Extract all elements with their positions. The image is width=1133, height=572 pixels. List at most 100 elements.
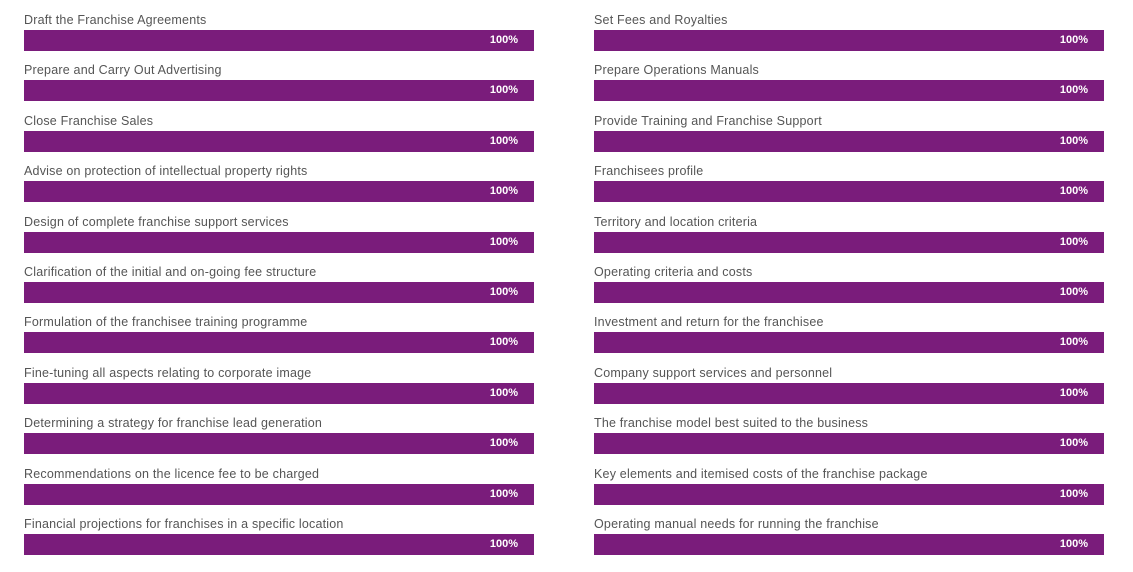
skills-column-left: Draft the Franchise Agreements 100% Prepar… bbox=[24, 12, 534, 566]
progress-percent-label: 100% bbox=[1059, 386, 1088, 399]
progress-bar-track: 100% bbox=[24, 533, 534, 555]
skill-label: Operating manual needs for running the f… bbox=[594, 516, 879, 531]
skill-label: Provide Training and Franchise Support bbox=[594, 113, 822, 128]
progress-bar-track: 100% bbox=[594, 281, 1104, 303]
progress-bar-fill bbox=[594, 382, 1104, 404]
progress-bar-track: 100% bbox=[594, 30, 1104, 51]
progress-percent-label: 100% bbox=[1059, 437, 1088, 450]
progress-bar-track: 100% bbox=[594, 483, 1104, 505]
skill-progress-item: Determining a strategy for franchise lea… bbox=[24, 415, 534, 465]
progress-bar-fill bbox=[594, 181, 1104, 203]
progress-percent-label: 100% bbox=[489, 386, 518, 399]
progress-bar-track: 100% bbox=[594, 382, 1104, 404]
progress-percent-label: 100% bbox=[489, 134, 518, 147]
progress-bar-track: 100% bbox=[594, 533, 1104, 555]
skill-progress-item: Design of complete franchise support ser… bbox=[24, 214, 534, 264]
progress-percent-label: 100% bbox=[489, 84, 518, 97]
progress-bar-track: 100% bbox=[24, 483, 534, 505]
skill-progress-item: Prepare Operations Manuals 100% bbox=[594, 62, 1104, 112]
skill-label: The franchise model best suited to the b… bbox=[594, 416, 869, 431]
progress-percent-label: 100% bbox=[489, 285, 518, 298]
progress-bar-track: 100% bbox=[594, 332, 1104, 354]
skill-label: Financial projections for franchises in … bbox=[24, 516, 344, 531]
skill-label: Clarification of the initial and on-goin… bbox=[24, 264, 317, 279]
skill-progress-item: Advise on protection of intellectual pro… bbox=[24, 163, 534, 213]
progress-percent-label: 100% bbox=[1059, 285, 1088, 298]
skill-label: Set Fees and Royalties bbox=[594, 13, 728, 27]
skills-column-right: Set Fees and Royalties 100% Prepare Operat… bbox=[594, 12, 1104, 566]
skill-progress-item: Recommendations on the licence fee to be… bbox=[24, 466, 534, 516]
progress-bar-fill bbox=[24, 533, 534, 555]
progress-bar-track: 100% bbox=[594, 80, 1104, 102]
skill-label: Franchisees profile bbox=[594, 164, 704, 179]
progress-bar-track: 100% bbox=[594, 130, 1104, 152]
progress-bar-track: 100% bbox=[24, 332, 534, 354]
progress-percent-label: 100% bbox=[489, 185, 518, 198]
skill-progress-item: Clarification of the initial and on-goin… bbox=[24, 264, 534, 314]
skill-progress-item: Company support services and personnel 10… bbox=[594, 365, 1104, 415]
progress-bar-fill bbox=[594, 130, 1104, 152]
progress-percent-label: 100% bbox=[1059, 336, 1088, 349]
skill-label: Prepare and Carry Out Advertising bbox=[24, 63, 222, 78]
progress-percent-label: 100% bbox=[1059, 185, 1088, 198]
progress-bar-fill bbox=[594, 433, 1104, 455]
skill-progress-item: Set Fees and Royalties 100% bbox=[594, 12, 1104, 62]
progress-bar-fill bbox=[24, 181, 534, 203]
progress-bar-track: 100% bbox=[24, 30, 534, 51]
progress-bar-fill bbox=[594, 483, 1104, 505]
skill-label: Operating criteria and costs bbox=[594, 264, 753, 279]
progress-bar-track: 100% bbox=[24, 80, 534, 102]
progress-bar-fill bbox=[594, 533, 1104, 555]
skill-progress-item: Territory and location criteria 100% bbox=[594, 214, 1104, 264]
skill-progress-item: Operating manual needs for running the f… bbox=[594, 516, 1104, 566]
progress-bar-track: 100% bbox=[594, 433, 1104, 455]
progress-percent-label: 100% bbox=[1059, 34, 1088, 46]
skill-label: Territory and location criteria bbox=[594, 214, 758, 229]
progress-bar-track: 100% bbox=[24, 231, 534, 253]
progress-percent-label: 100% bbox=[489, 537, 518, 550]
skill-label: Company support services and personnel bbox=[594, 365, 833, 380]
skill-label: Determining a strategy for franchise lea… bbox=[24, 416, 323, 431]
skill-progress-item: Key elements and itemised costs of the f… bbox=[594, 466, 1104, 516]
progress-percent-label: 100% bbox=[489, 336, 518, 349]
progress-percent-label: 100% bbox=[1059, 84, 1088, 97]
progress-bar-fill bbox=[594, 332, 1104, 354]
progress-percent-label: 100% bbox=[1059, 537, 1088, 550]
progress-percent-label: 100% bbox=[489, 487, 518, 500]
skill-progress-item: Investment and return for the franchisee… bbox=[594, 314, 1104, 364]
progress-bar-fill bbox=[24, 433, 534, 455]
skill-progress-item: Provide Training and Franchise Support 10… bbox=[594, 113, 1104, 163]
progress-bar-fill bbox=[24, 231, 534, 253]
progress-bar-fill bbox=[24, 281, 534, 303]
skill-label: Design of complete franchise support ser… bbox=[24, 214, 289, 229]
progress-bar-fill bbox=[24, 130, 534, 152]
progress-percent-label: 100% bbox=[489, 437, 518, 450]
skill-label: Draft the Franchise Agreements bbox=[24, 13, 207, 27]
progress-bar-fill bbox=[24, 332, 534, 354]
progress-bar-track: 100% bbox=[24, 433, 534, 455]
skill-progress-item: The franchise model best suited to the b… bbox=[594, 415, 1104, 465]
skill-label: Prepare Operations Manuals bbox=[594, 63, 760, 78]
progress-bar-fill bbox=[594, 281, 1104, 303]
skill-progress-item: Draft the Franchise Agreements 100% bbox=[24, 12, 534, 62]
skill-label: Investment and return for the franchisee bbox=[594, 315, 824, 330]
progress-bar-track: 100% bbox=[24, 130, 534, 152]
skill-progress-item: Financial projections for franchises in … bbox=[24, 516, 534, 566]
progress-bar-fill bbox=[24, 483, 534, 505]
skill-progress-item: Close Franchise Sales 100% bbox=[24, 113, 534, 163]
progress-bar-fill bbox=[24, 382, 534, 404]
skill-label: Fine-tuning all aspects relating to corp… bbox=[24, 365, 312, 380]
progress-percent-label: 100% bbox=[1059, 487, 1088, 500]
skill-label: Close Franchise Sales bbox=[24, 113, 154, 128]
progress-bar-track: 100% bbox=[24, 181, 534, 203]
skill-progress-item: Formulation of the franchisee training p… bbox=[24, 314, 534, 364]
skill-progress-item: Franchisees profile 100% bbox=[594, 163, 1104, 213]
progress-bar-track: 100% bbox=[594, 231, 1104, 253]
progress-bar-track: 100% bbox=[24, 281, 534, 303]
progress-percent-label: 100% bbox=[489, 34, 518, 46]
progress-bar-fill bbox=[24, 30, 534, 51]
skill-label: Formulation of the franchisee training p… bbox=[24, 315, 308, 330]
skill-progress-item: Prepare and Carry Out Advertising 100% bbox=[24, 62, 534, 112]
progress-percent-label: 100% bbox=[1059, 134, 1088, 147]
progress-percent-label: 100% bbox=[489, 235, 518, 248]
